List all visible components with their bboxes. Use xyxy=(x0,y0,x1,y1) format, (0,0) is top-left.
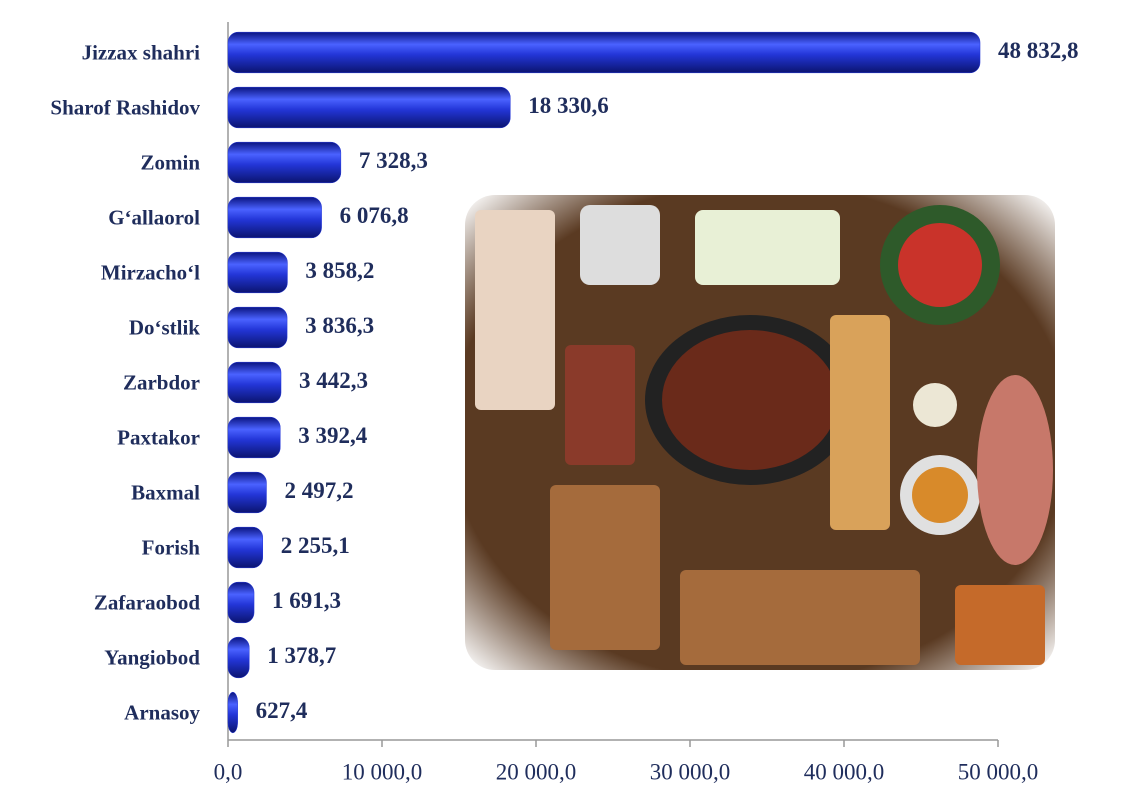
value-label: 3 442,3 xyxy=(299,368,368,393)
y-tick-label: Baxmal xyxy=(131,480,200,504)
y-tick-label: Zarbdor xyxy=(123,370,200,394)
value-label: 18 330,6 xyxy=(528,93,609,118)
value-label: 2 255,1 xyxy=(281,533,350,558)
x-tick-label: 30 000,0 xyxy=(650,759,731,784)
bar xyxy=(227,196,322,239)
value-label: 1 378,7 xyxy=(267,643,336,668)
x-tick-label: 50 000,0 xyxy=(958,759,1039,784)
y-tick-label: Jizzax shahri xyxy=(82,40,201,64)
y-tick-label: Zafaraobod xyxy=(94,590,201,614)
bar xyxy=(227,581,255,624)
y-tick-label: Paxtakor xyxy=(117,425,200,449)
value-label: 3 836,3 xyxy=(305,313,374,338)
value-label: 48 832,8 xyxy=(998,38,1079,63)
y-tick-label: Sharof Rashidov xyxy=(50,95,200,119)
y-tick-label: Yangiobod xyxy=(104,645,200,669)
bar xyxy=(227,416,281,459)
bar xyxy=(227,471,267,514)
bar xyxy=(227,636,250,679)
value-label: 3 392,4 xyxy=(298,423,368,448)
x-tick-label: 0,0 xyxy=(214,759,243,784)
bar xyxy=(227,251,288,294)
value-label: 3 858,2 xyxy=(305,258,374,283)
x-tick-label: 20 000,0 xyxy=(496,759,577,784)
y-tick-label: Mirzacho‘l xyxy=(101,260,200,284)
x-tick-label: 10 000,0 xyxy=(342,759,423,784)
bar xyxy=(227,141,342,184)
y-tick-label: Zomin xyxy=(140,150,200,174)
value-label: 7 328,3 xyxy=(359,148,428,173)
x-tick-label: 40 000,0 xyxy=(804,759,885,784)
value-label: 2 497,2 xyxy=(284,478,353,503)
bar xyxy=(227,526,263,569)
bar xyxy=(227,31,981,74)
bar xyxy=(227,361,282,404)
value-label: 1 691,3 xyxy=(272,588,341,613)
value-label: 627,4 xyxy=(256,698,308,723)
y-tick-label: Arnasoy xyxy=(124,700,200,724)
y-tick-label: Do‘stlik xyxy=(129,315,200,339)
y-tick-label: Forish xyxy=(142,535,201,559)
bar xyxy=(227,306,288,349)
bar xyxy=(227,86,511,129)
value-label: 6 076,8 xyxy=(340,203,409,228)
food-photo xyxy=(465,195,1055,670)
bar xyxy=(227,691,238,734)
y-tick-label: G‘allaorol xyxy=(108,205,200,229)
